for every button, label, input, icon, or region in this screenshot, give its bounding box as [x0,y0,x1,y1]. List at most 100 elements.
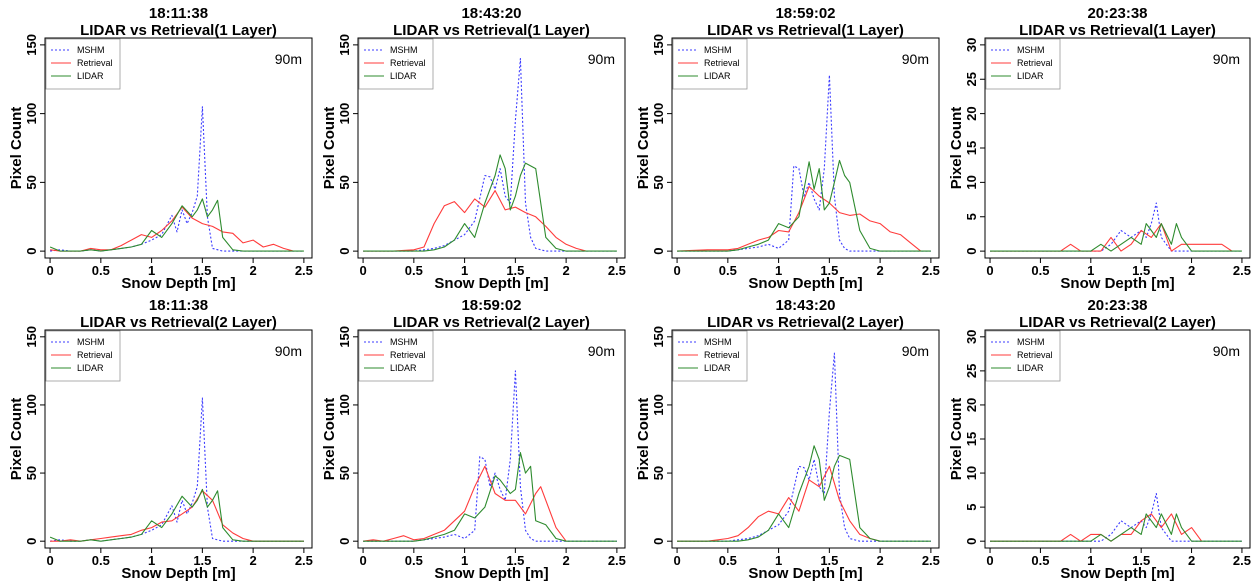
x-tick-label: 1.5 [1132,553,1150,568]
chart-time: 18:59:02 [775,5,835,22]
series-line-retrieval [990,513,1203,542]
x-tick-label: 2.5 [1233,263,1251,278]
y-axis-label: Pixel Count [948,398,965,481]
plot-frame [671,329,940,549]
resolution-label: 90m [275,343,302,359]
legend-label: LIDAR [1017,71,1044,81]
y-tick-label: 0 [337,538,352,545]
x-axis-label: Snow Depth [m] [434,275,548,292]
x-tick-label: 0 [673,263,680,278]
legend: MSHM Retrieval LIDAR [45,330,121,382]
y-tick-label: 150 [651,326,666,348]
chart-title: LIDAR vs Retrieval(1 Layer) [80,22,277,39]
chart-title: LIDAR vs Retrieval(1 Layer) [707,22,904,39]
series-line-mshm [363,58,617,252]
series-line-retrieval [677,185,922,252]
legend-box [45,330,121,382]
y-tick-label: 25 [964,364,979,378]
plot-frame [44,329,313,549]
legend-label: MSHM [77,45,105,55]
x-tick-label: 2.5 [295,553,313,568]
series-line-lidar [990,223,1242,252]
legend: MSHM Retrieval LIDAR [358,38,434,90]
x-axis-label: Snow Depth [m] [121,275,235,292]
y-tick-label: 50 [24,466,39,480]
legend-label: LIDAR [390,71,417,81]
x-axis-label: Snow Depth [m] [434,565,548,582]
y-tick-label: 100 [651,394,666,416]
legend-label: Retrieval [77,350,113,360]
x-tick-label: 2.5 [608,553,626,568]
x-tick-label: 2 [877,553,884,568]
series-line-lidar [990,513,1242,542]
legend-label: LIDAR [704,71,731,81]
y-axis-label: Pixel Count [635,398,652,481]
y-tick-label: 100 [337,103,352,125]
x-tick-label: 2.5 [1233,553,1251,568]
series-line-retrieval [363,465,567,542]
x-tick-label: 2 [1188,263,1195,278]
legend-box [358,330,434,382]
series-line-mshm [50,106,304,252]
chart-title: LIDAR vs Retrieval(1 Layer) [393,22,590,39]
x-tick-label: 2.5 [922,553,940,568]
y-tick-label: 15 [964,432,979,446]
x-tick-label: 1.5 [506,263,524,278]
y-axis-label: Pixel Count [321,398,338,481]
y-tick-label: 0 [337,248,352,255]
y-axis-label: Pixel Count [8,398,25,481]
legend-label: MSHM [390,45,418,55]
series-line-mshm [677,352,931,542]
x-tick-label: 2 [877,263,884,278]
x-tick-label: 1.5 [193,553,211,568]
y-tick-label: 0 [964,538,979,545]
y-tick-label: 150 [337,34,352,56]
x-axis-label: Snow Depth [m] [121,565,235,582]
x-tick-label: 1 [1087,553,1094,568]
y-tick-label: 50 [651,175,666,189]
series-line-retrieval [50,490,304,542]
legend-label: Retrieval [77,58,113,68]
legend: MSHM Retrieval LIDAR [45,38,121,90]
series-line-lidar [49,488,304,542]
legend: MSHM Retrieval LIDAR [358,330,434,382]
x-tick-label: 0.5 [92,263,110,278]
series-line-retrieval [677,465,881,542]
x-tick-label: 0.5 [1031,263,1049,278]
legend-label: Retrieval [704,350,740,360]
y-tick-label: 50 [651,466,666,480]
y-tick-label: 0 [651,248,666,255]
x-tick-label: 1.5 [193,263,211,278]
x-tick-label: 0 [986,553,993,568]
chart-time: 18:59:02 [461,297,521,314]
x-tick-label: 0 [46,553,53,568]
chart-title: LIDAR vs Retrieval(2 Layer) [393,314,590,331]
legend-label: MSHM [1017,45,1045,55]
series-line-lidar [363,452,617,542]
x-tick-label: 1 [461,553,468,568]
x-tick-label: 0.5 [405,263,423,278]
x-tick-label: 0.5 [719,263,737,278]
resolution-label: 90m [902,51,929,67]
x-axis-label: Snow Depth [m] [748,275,862,292]
y-tick-label: 100 [337,394,352,416]
y-tick-label: 20 [964,398,979,412]
x-tick-label: 1 [148,263,155,278]
x-tick-label: 0.5 [405,553,423,568]
y-tick-label: 5 [964,213,979,220]
legend-label: Retrieval [1017,350,1053,360]
x-tick-label: 2 [563,553,570,568]
x-tick-label: 1.5 [1132,263,1150,278]
x-tick-label: 2 [250,553,257,568]
y-axis-label: Pixel Count [635,107,652,190]
y-tick-label: 15 [964,141,979,155]
y-tick-label: 150 [337,326,352,348]
x-tick-label: 1 [148,553,155,568]
chart-title: LIDAR vs Retrieval(2 Layer) [80,314,277,331]
legend-label: MSHM [704,45,732,55]
legend-label: LIDAR [704,363,731,373]
x-axis-label: Snow Depth [m] [1060,565,1174,582]
x-tick-label: 0 [359,553,366,568]
